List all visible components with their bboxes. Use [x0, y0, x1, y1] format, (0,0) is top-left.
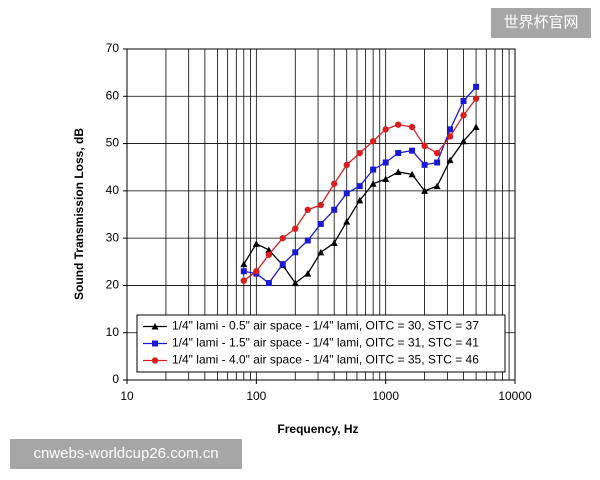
marker — [317, 220, 324, 227]
marker — [421, 187, 429, 194]
marker — [253, 268, 260, 275]
marker — [408, 170, 416, 178]
marker — [265, 251, 273, 258]
y-tick-label: 30 — [106, 230, 120, 244]
marker — [395, 150, 402, 157]
marker — [446, 133, 454, 140]
marker — [330, 180, 338, 187]
marker — [460, 137, 468, 145]
marker — [460, 112, 467, 119]
marker — [292, 225, 299, 232]
marker — [356, 149, 363, 157]
marker — [421, 142, 428, 150]
marker — [343, 218, 351, 225]
marker — [252, 240, 260, 247]
marker — [473, 83, 480, 90]
marker — [152, 340, 158, 347]
marker — [240, 268, 247, 275]
x-tick-label: 10000 — [498, 389, 532, 403]
marker — [317, 201, 324, 209]
series-line — [243, 98, 477, 282]
legend-label: 1/4" lami - 0.5" air space - 1/4" lami, … — [172, 319, 479, 333]
watermark: 世界杯官网 — [491, 8, 591, 38]
marker — [433, 149, 441, 157]
marker — [408, 123, 416, 131]
marker — [151, 323, 159, 330]
marker — [304, 206, 312, 213]
marker — [382, 175, 390, 183]
x-tick-label: 100 — [246, 389, 266, 403]
legend-box — [136, 314, 506, 373]
marker — [331, 206, 338, 213]
marker — [421, 161, 428, 168]
marker — [265, 280, 272, 287]
marker — [292, 249, 299, 256]
y-tick-label: 60 — [106, 88, 120, 102]
marker — [434, 159, 441, 166]
marker — [240, 260, 248, 268]
marker — [369, 180, 377, 187]
y-axis-title: Sound Transmission Loss, dB — [72, 128, 86, 300]
marker — [382, 126, 389, 133]
marker — [394, 168, 402, 175]
x-tick-label: 1000 — [372, 389, 399, 403]
marker — [356, 196, 364, 204]
y-tick-label: 10 — [106, 325, 120, 339]
marker — [356, 183, 363, 190]
marker — [409, 147, 416, 154]
marker — [447, 126, 454, 133]
marker — [343, 161, 350, 169]
watermark: cnwebs-worldcup26.com.cn — [10, 439, 242, 469]
marker — [304, 237, 311, 244]
marker — [446, 156, 454, 164]
legend-label: 1/4" lami - 4.0" air space - 1/4" lami, … — [172, 353, 479, 367]
y-tick-label: 0 — [112, 372, 119, 386]
marker — [472, 95, 480, 102]
legend-label: 1/4" lami - 1.5" air space - 1/4" lami, … — [172, 336, 479, 350]
y-tick-label: 70 — [106, 41, 120, 55]
marker — [472, 123, 480, 131]
marker — [343, 190, 350, 197]
marker — [395, 121, 402, 128]
marker — [240, 277, 247, 284]
marker — [382, 159, 389, 166]
marker — [460, 98, 467, 105]
y-tick-label: 20 — [106, 278, 120, 292]
marker — [151, 357, 159, 364]
marker — [265, 246, 273, 253]
marker — [433, 182, 441, 190]
marker — [304, 270, 312, 277]
x-tick-label: 10 — [120, 389, 134, 403]
marker — [369, 138, 377, 145]
marker — [279, 234, 286, 242]
marker — [330, 239, 338, 246]
marker — [370, 166, 377, 173]
marker — [317, 248, 325, 256]
marker — [279, 261, 286, 268]
y-tick-label: 50 — [106, 136, 120, 150]
marker — [291, 279, 299, 287]
x-axis-title: Frequency, Hz — [277, 422, 358, 436]
plot-frame — [126, 48, 516, 381]
y-tick-label: 40 — [106, 183, 120, 197]
